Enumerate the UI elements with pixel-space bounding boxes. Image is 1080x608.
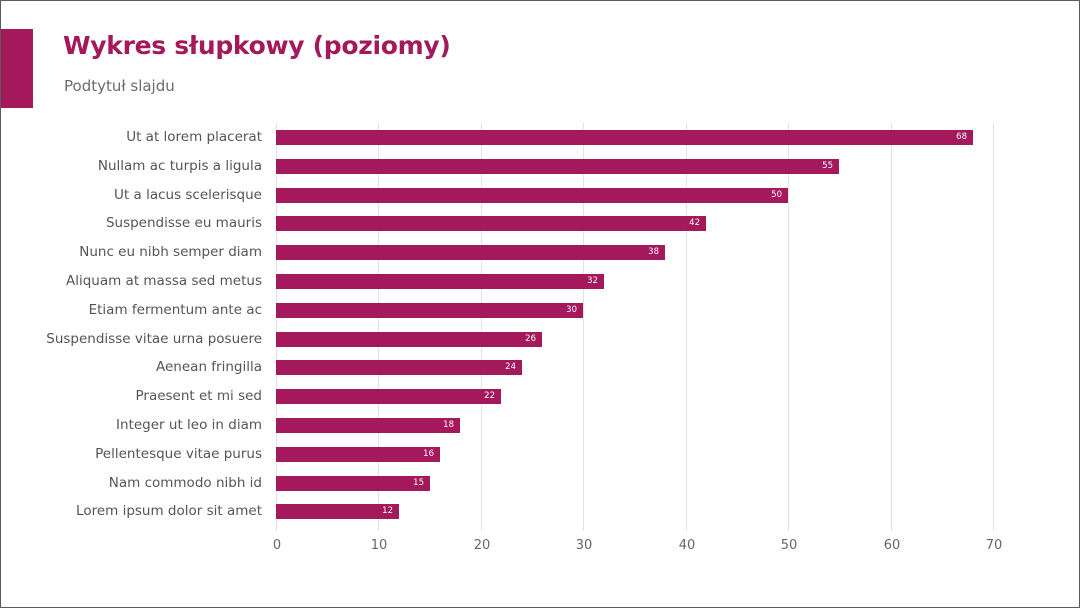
bar[interactable]: 55 <box>276 159 839 174</box>
bar[interactable]: 22 <box>276 389 501 404</box>
gridline <box>276 123 277 531</box>
x-axis-tick-label: 50 <box>780 538 798 553</box>
bar-value-label: 50 <box>771 190 782 200</box>
bar[interactable]: 50 <box>276 188 788 203</box>
category-label: Suspendisse vitae urna posuere <box>46 331 262 347</box>
bar[interactable]: 24 <box>276 360 522 375</box>
category-label: Praesent et mi sed <box>135 388 262 404</box>
gridline <box>583 123 584 531</box>
gridline <box>788 123 789 531</box>
slide-subtitle: Podtytuł slajdu <box>64 77 175 95</box>
bar[interactable]: 38 <box>276 245 665 260</box>
bar-value-label: 32 <box>587 276 598 286</box>
bar-value-label: 30 <box>566 305 577 315</box>
x-axis-tick-label: 10 <box>370 538 388 553</box>
gridline <box>993 123 994 531</box>
category-label: Ut at lorem placerat <box>126 129 262 145</box>
x-axis-tick-label: 0 <box>272 538 282 553</box>
bar-value-label: 12 <box>382 506 393 516</box>
x-axis-tick-label: 60 <box>883 538 901 553</box>
bar-value-label: 24 <box>505 362 516 372</box>
category-label: Nunc eu nibh semper diam <box>79 244 262 260</box>
bar-value-label: 55 <box>822 161 833 171</box>
category-label: Nam commodo nibh id <box>108 475 262 491</box>
bar-value-label: 16 <box>423 449 434 459</box>
category-label: Nullam ac turpis a ligula <box>97 158 262 174</box>
bar-value-label: 68 <box>956 132 967 142</box>
bar-value-label: 38 <box>648 247 659 257</box>
category-label: Integer ut leo in diam <box>116 417 262 433</box>
bar[interactable]: 15 <box>276 476 430 491</box>
bar-value-label: 15 <box>413 478 424 488</box>
category-label: Aliquam at massa sed metus <box>65 273 262 289</box>
bar[interactable]: 30 <box>276 303 583 318</box>
bar-value-label: 18 <box>443 420 454 430</box>
category-label: Suspendisse eu mauris <box>105 215 262 231</box>
gridline <box>378 123 379 531</box>
bar[interactable]: 12 <box>276 504 399 519</box>
title-accent-bar <box>1 29 33 108</box>
x-axis-tick-label: 20 <box>473 538 491 553</box>
bar[interactable]: 16 <box>276 447 440 462</box>
gridline <box>686 123 687 531</box>
bar-value-label: 22 <box>484 391 495 401</box>
x-axis-tick-label: 70 <box>985 538 1003 553</box>
gridline <box>891 123 892 531</box>
category-label: Etiam fermentum ante ac <box>88 302 262 318</box>
x-axis-tick-label: 30 <box>575 538 593 553</box>
category-label: Aenean fringilla <box>156 359 262 375</box>
bar[interactable]: 18 <box>276 418 460 433</box>
bar-value-label: 42 <box>689 218 700 228</box>
bar[interactable]: 42 <box>276 216 706 231</box>
bar[interactable]: 26 <box>276 332 542 347</box>
slide-title: Wykres słupkowy (poziomy) <box>63 31 451 60</box>
category-label: Pellentesque vitae purus <box>95 446 262 462</box>
bar[interactable]: 68 <box>276 130 973 145</box>
x-axis-tick-label: 40 <box>678 538 696 553</box>
category-label: Ut a lacus scelerisque <box>114 187 262 203</box>
gridline <box>481 123 482 531</box>
bar[interactable]: 32 <box>276 274 604 289</box>
bar-value-label: 26 <box>525 334 536 344</box>
category-label: Lorem ipsum dolor sit amet <box>76 503 262 519</box>
